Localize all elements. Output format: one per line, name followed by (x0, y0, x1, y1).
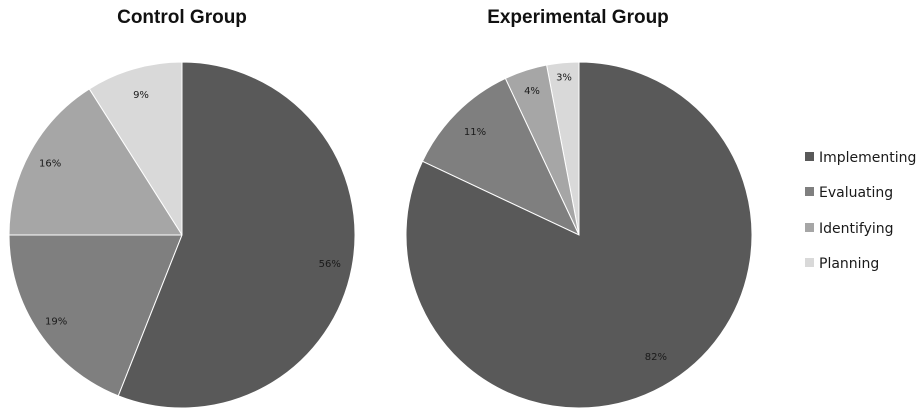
experimental-group-pie: Experimental Group 82% 11% 4% 3% (405, 7, 753, 408)
slice-label-identifying: 16% (39, 159, 61, 170)
pie-slice-evaluating (421, 77, 581, 237)
legend-label-implementing: Implementing (819, 150, 916, 166)
legend-swatch-planning (805, 258, 814, 267)
pie-slice-implementing (117, 61, 356, 408)
pie-slice-implementing (405, 61, 753, 408)
pie-slice-evaluating (8, 234, 183, 397)
slice-label-implementing: 56% (319, 259, 341, 270)
legend-label-evaluating: Evaluating (819, 185, 893, 201)
slice-label-evaluating: 19% (45, 317, 67, 328)
control-group-title: Control Group (117, 7, 247, 28)
slice-label-evaluating: 11% (464, 127, 486, 138)
pie-slice-identifying (8, 88, 183, 236)
experimental-group-title: Experimental Group (487, 7, 669, 28)
legend-label-planning: Planning (819, 256, 879, 272)
slice-label-planning: 9% (133, 90, 149, 101)
slice-label-planning: 3% (556, 73, 572, 84)
legend-swatch-identifying (805, 223, 814, 232)
pie-slice-planning (88, 61, 183, 237)
legend-swatch-evaluating (805, 187, 814, 196)
control-group-pie: Control Group 56% 19% 16% 9% (8, 7, 356, 408)
legend-swatch-implementing (805, 152, 814, 161)
slice-label-implementing: 82% (645, 352, 667, 363)
slice-label-identifying: 4% (524, 86, 540, 97)
legend: Implementing Evaluating Identifying Plan… (805, 150, 916, 272)
legend-label-identifying: Identifying (819, 221, 894, 237)
